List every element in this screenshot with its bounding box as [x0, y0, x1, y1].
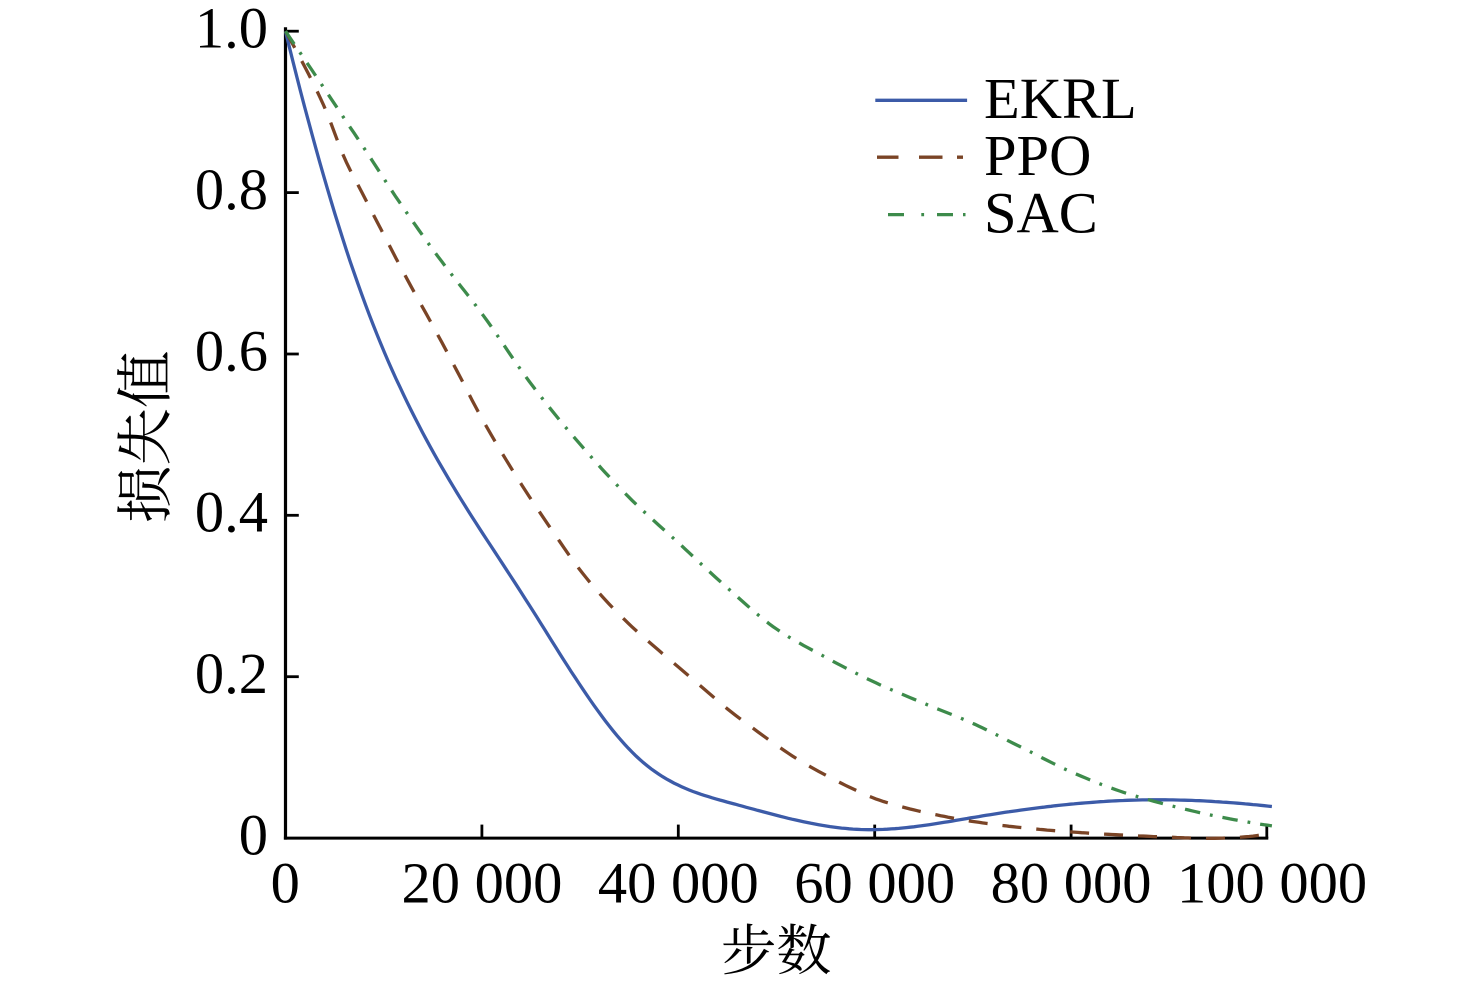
svg-text:80 000: 80 000 — [991, 850, 1152, 915]
svg-text:40 000: 40 000 — [598, 850, 759, 915]
svg-text:0.4: 0.4 — [195, 480, 268, 545]
svg-text:100 000: 100 000 — [1177, 850, 1367, 915]
svg-text:EKRL: EKRL — [984, 66, 1137, 131]
svg-text:PPO: PPO — [984, 123, 1091, 188]
svg-text:SAC: SAC — [984, 180, 1098, 245]
svg-text:0.6: 0.6 — [195, 318, 268, 383]
svg-text:60 000: 60 000 — [794, 850, 955, 915]
svg-text:0.2: 0.2 — [195, 641, 268, 706]
svg-text:0.8: 0.8 — [195, 157, 268, 222]
svg-text:0: 0 — [239, 802, 268, 867]
svg-text:1.0: 1.0 — [195, 0, 268, 61]
svg-text:20 000: 20 000 — [401, 850, 562, 915]
svg-text:0: 0 — [271, 850, 300, 915]
